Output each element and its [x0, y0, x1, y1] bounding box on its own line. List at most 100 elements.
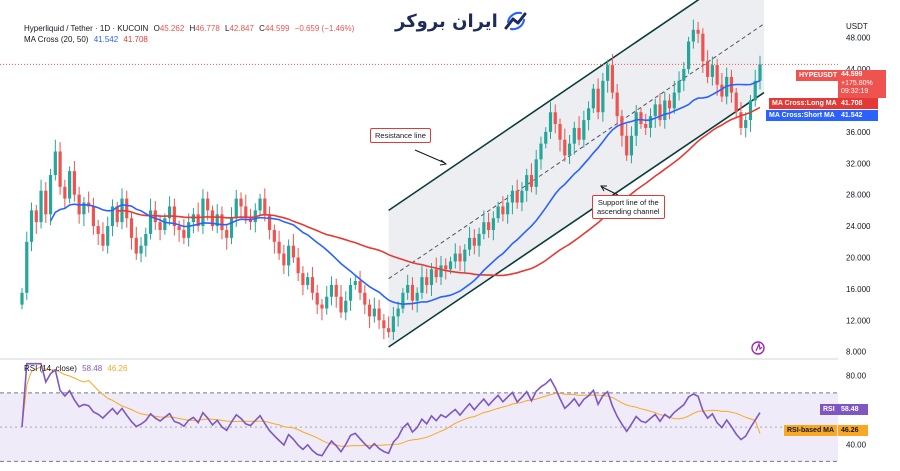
- candle-body: [448, 261, 453, 270]
- price-tick-label: 48.000: [846, 34, 871, 43]
- support-line: [388, 91, 765, 348]
- price-tick-label: 44.000: [846, 65, 871, 74]
- candle-body: [758, 64, 762, 81]
- candle-body: [596, 88, 600, 113]
- candle-body: [44, 190, 48, 215]
- ma-indicator-name: MA Cross (20, 50): [24, 35, 89, 44]
- candle-body: [144, 233, 148, 246]
- price-tick-label: 32.000: [846, 159, 871, 168]
- candle-body: [72, 171, 76, 195]
- candle-body: [739, 112, 743, 128]
- candle-body: [325, 296, 329, 309]
- candle-body: [20, 292, 24, 305]
- ohlc-low-label: L: [225, 24, 230, 33]
- ma-long-line: [117, 106, 761, 277]
- candle-body: [391, 316, 395, 333]
- ma-legend: MA Cross (20, 50) 41.542 41.708: [24, 35, 151, 45]
- candle-body: [210, 210, 215, 227]
- candle-body: [567, 143, 572, 156]
- candle-body: [577, 127, 581, 140]
- ma-short-value: 41.542: [93, 35, 119, 44]
- rsi-price: 58.48: [838, 404, 868, 415]
- symbol-legend: Hyperliquid / Tether · 1D · KUCOIN O45.2…: [24, 24, 357, 34]
- candle-body: [472, 237, 476, 246]
- candle-body: [734, 92, 738, 113]
- last-price-pct: +175.80%: [841, 79, 873, 87]
- candle-body: [301, 273, 305, 285]
- candle-body: [53, 151, 57, 176]
- candle-body: [25, 241, 29, 293]
- candle-body: [296, 257, 300, 274]
- candle-body: [691, 29, 695, 42]
- candle-body: [182, 230, 186, 238]
- candle-body: [529, 175, 534, 187]
- candle-body: [63, 186, 67, 199]
- price-tick-label: 8.000: [846, 348, 867, 357]
- candle-body: [344, 300, 348, 313]
- candle-body: [634, 112, 638, 136]
- ohlc-close: 44.599: [264, 24, 290, 33]
- support-annotation-line-2: ascending channel: [597, 207, 660, 216]
- price-tick-label: 20.000: [846, 253, 871, 262]
- moving-averages: [0, 63, 838, 306]
- long-ma-tag: MA Cross:Long MA: [769, 98, 840, 109]
- candle-body: [496, 206, 500, 219]
- candle-body: [372, 308, 376, 317]
- candle-body: [606, 65, 610, 81]
- candle-body: [287, 245, 291, 266]
- candle-body: [187, 222, 191, 238]
- candle-body: [106, 226, 110, 246]
- last-price-tag: 44.599 +175.80% 09:32:19: [838, 70, 886, 98]
- ohlc-close-label: C: [259, 24, 265, 33]
- rsi-value: 58.48: [82, 364, 103, 373]
- candle-body: [682, 69, 686, 81]
- candle-body: [467, 237, 472, 250]
- candle-body: [744, 120, 748, 128]
- candle-body: [277, 241, 281, 254]
- candle-body: [91, 206, 96, 227]
- candle-body: [363, 292, 367, 305]
- candle-body: [129, 218, 134, 238]
- candle-body: [544, 131, 548, 144]
- candle-body: [644, 124, 648, 128]
- rsi-ma-line: [21, 366, 761, 447]
- price-tick-label: 36.000: [846, 128, 871, 137]
- candle-body: [753, 80, 757, 101]
- candle-body: [491, 218, 495, 231]
- candle-body: [201, 198, 205, 227]
- candle-body: [58, 151, 62, 187]
- ohlc-high-label: H: [189, 24, 196, 33]
- ascending-channel: [388, 0, 765, 348]
- candle-body: [663, 100, 667, 121]
- candle-body: [272, 230, 276, 242]
- brand-mark-icon: [504, 11, 527, 31]
- candle-body: [329, 284, 334, 297]
- rsi-tick-label: 80.00: [846, 372, 867, 381]
- candle-body: [696, 29, 700, 34]
- price-tick-label: 12.000: [846, 316, 871, 325]
- candle-body: [648, 116, 653, 128]
- candle-body: [706, 61, 710, 77]
- candle-body: [377, 308, 381, 321]
- candle-body: [158, 222, 162, 231]
- short-ma-price: 41.542: [838, 110, 878, 121]
- candle-body: [139, 245, 143, 254]
- candle-body: [339, 296, 343, 313]
- candle-body: [125, 198, 129, 219]
- candle-body: [353, 281, 357, 285]
- rsi-legend: RSI (14, close) 58.48 46.26: [24, 364, 130, 374]
- rsi-ma-tag: RSI-based MA: [784, 425, 838, 436]
- rsi-band-fill: [0, 392, 838, 462]
- rsi-indicator-name: RSI (14, close): [24, 364, 77, 373]
- resistance-arrow-head: [439, 159, 448, 166]
- candle-body: [110, 206, 115, 227]
- candle-body: [425, 277, 429, 285]
- candle-body: [453, 253, 457, 262]
- candle-body: [639, 112, 643, 125]
- ohlc-change: −0.659 (−1.46%): [294, 24, 355, 33]
- price-tick-label: 24.000: [846, 222, 871, 231]
- candle-body: [439, 265, 443, 278]
- candle-body: [387, 328, 391, 333]
